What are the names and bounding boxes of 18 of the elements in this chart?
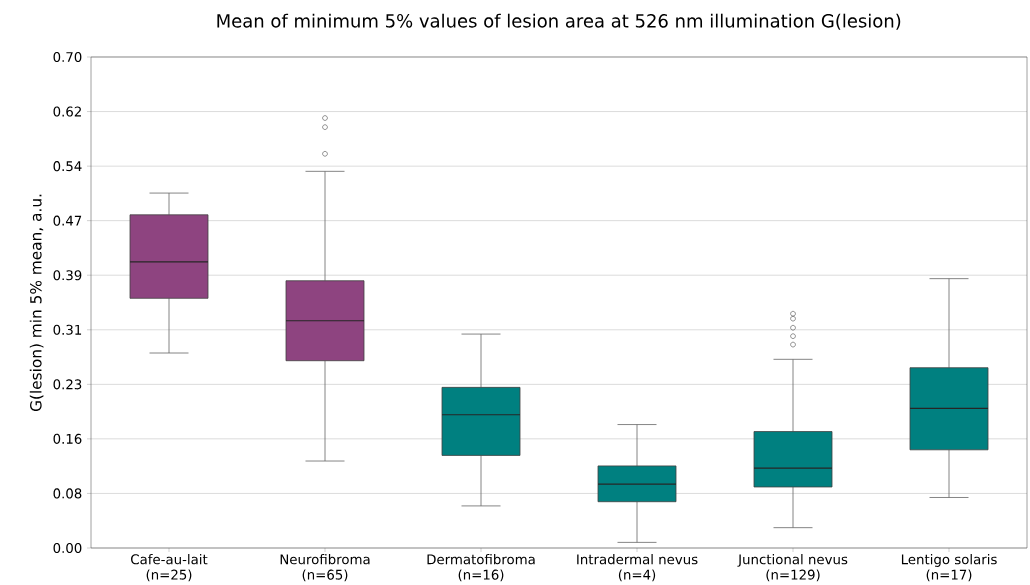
chart-title: Mean of minimum 5% values of lesion area at 526 nm illumination G(lesion): [217, 13, 901, 30]
y-tick-label: 0.62: [53, 106, 81, 117]
y-tick-label: 0.31: [53, 324, 82, 335]
y-tick-label: 0.54: [53, 161, 82, 172]
x-tick-label: Dermatofibroma (n=16): [427, 554, 535, 582]
y-tick-label: 0.47: [53, 215, 82, 226]
x-tick-label: Intradermal nevus (n=4): [577, 554, 698, 582]
x-tick-label: Neurofibroma (n=65): [280, 554, 370, 582]
y-tick-label: 0.39: [53, 270, 82, 281]
y-tick-label: 0.16: [53, 433, 82, 444]
x-tick-label: Junctional nevus (n=129): [737, 554, 848, 582]
y-tick-label: 0.23: [53, 379, 82, 390]
x-tick-label: Lentigo solaris (n=17): [901, 554, 997, 582]
y-tick-label: 0.00: [53, 542, 82, 554]
y-axis-title: G(lesion) min 5% mean, a.u.: [29, 194, 44, 412]
y-tick-label: 0.70: [53, 51, 82, 63]
x-tick-label: Cafe-au-lait (n=25): [131, 554, 208, 582]
y-tick-label: 0.08: [53, 488, 82, 499]
